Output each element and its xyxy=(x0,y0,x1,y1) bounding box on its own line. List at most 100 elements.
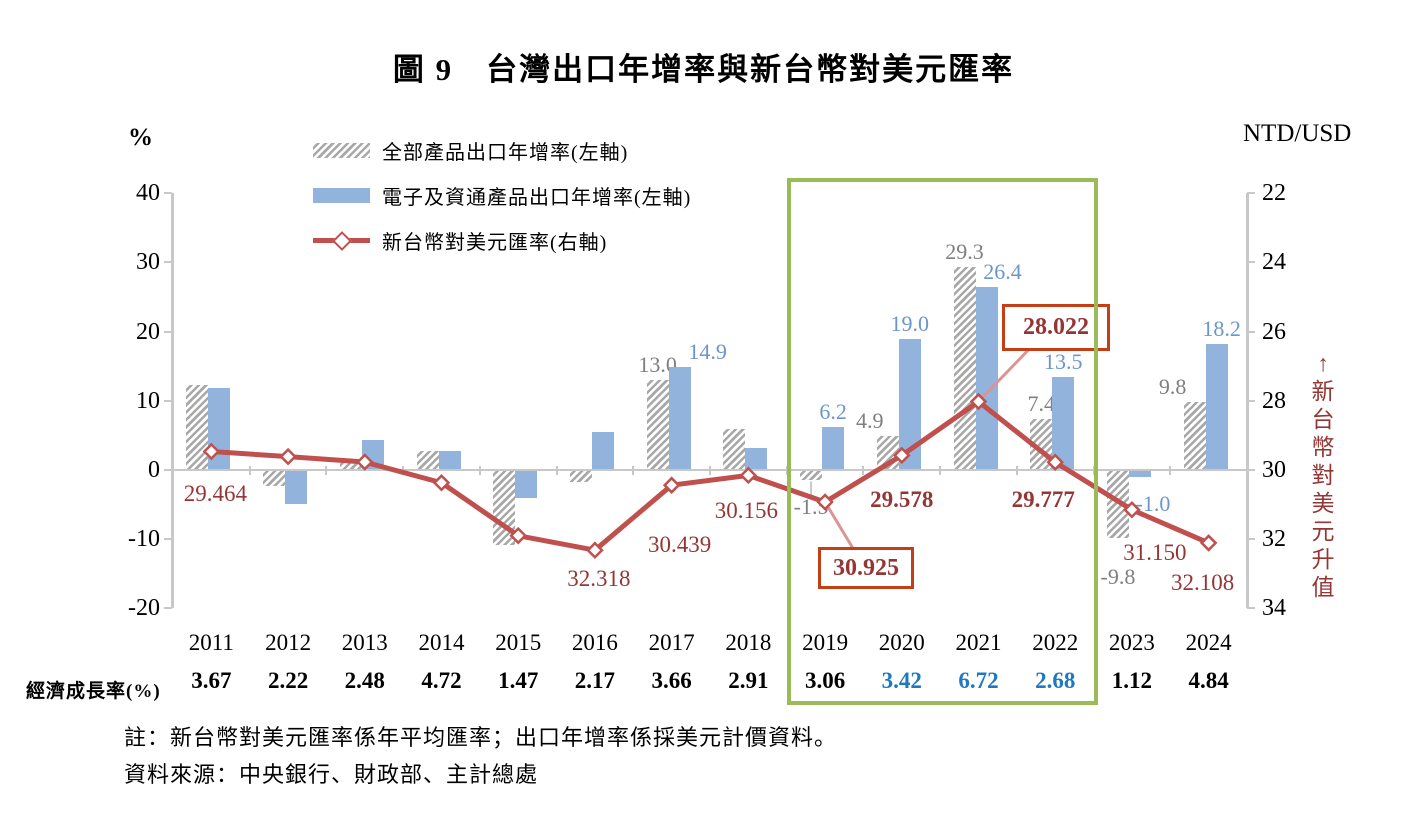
bar-value-label: -9.8 xyxy=(1100,563,1136,589)
bar-value-label: 29.3 xyxy=(945,239,984,265)
exchange-rate-label: 30.156 xyxy=(714,498,778,524)
line-swatch-diamond xyxy=(332,231,352,251)
exchange-rate-label: 30.439 xyxy=(648,532,712,558)
annotation-char: ↑ xyxy=(1317,351,1329,376)
growth-rate-value-2014: 4.72 xyxy=(421,668,462,693)
left-axis-tick-label: -20 xyxy=(128,595,160,622)
x-axis-label-2017: 2017 xyxy=(648,630,695,655)
right-axis-tick xyxy=(1247,607,1255,610)
exchange-rate-marker-2012 xyxy=(279,447,297,466)
growth-rate-value-2023: 1.12 xyxy=(1111,668,1153,693)
right-axis-tick-label: 22 xyxy=(1262,180,1286,207)
legend-item-label: 電子及資通產品出口年增率(左軸) xyxy=(382,187,692,209)
exchange-rate-callout-box: 30.925 xyxy=(818,547,914,589)
left-axis-tick xyxy=(164,538,172,541)
bar-all-products-2017 xyxy=(646,380,669,470)
left-axis-tick-label: 20 xyxy=(136,318,160,345)
exchange-rate-label: 29.578 xyxy=(870,487,934,513)
annotation-char: 美 xyxy=(1311,491,1335,516)
bar-electronics-2023 xyxy=(1128,470,1151,477)
annotation-char: 值 xyxy=(1311,575,1335,600)
growth-row-label: 經濟成長率(%) xyxy=(26,681,161,702)
growth-rate-value-2017: 3.66 xyxy=(651,668,692,693)
growth-rate-value-2013: 2.48 xyxy=(344,668,385,693)
x-axis-label-2012: 2012 xyxy=(265,630,312,655)
bar-electronics-2018 xyxy=(745,447,768,470)
right-axis-tick xyxy=(1247,399,1255,402)
bar-all-products-2011 xyxy=(186,384,209,470)
right-axis-tick xyxy=(1247,469,1255,471)
bar-electronics-2016 xyxy=(591,431,614,470)
right-axis-tick xyxy=(1247,261,1255,264)
annotation-char: 新 xyxy=(1311,379,1335,404)
bar-electronics-2021 xyxy=(975,287,998,470)
bar-all-products-2022 xyxy=(1030,418,1053,470)
source-note: 資料來源：中央銀行、財政部、主計總處 xyxy=(124,762,539,787)
growth-rate-value-2020: 3.42 xyxy=(881,668,922,693)
right-axis-tick xyxy=(1247,538,1255,541)
bar-all-products-2018 xyxy=(723,429,746,470)
bar-electronics-2024 xyxy=(1205,344,1228,470)
bar-electronics-2012 xyxy=(285,470,308,504)
bar-all-products-2021 xyxy=(953,267,976,470)
right-axis-tick xyxy=(1247,192,1255,195)
ntd-appreciation-annotation: ↑ 新台幣對美元升值 xyxy=(1308,350,1338,602)
left-axis-tick xyxy=(164,469,172,471)
exchange-rate-marker-2016 xyxy=(586,541,604,559)
growth-rate-value-2015: 1.47 xyxy=(498,668,539,693)
x-axis-label-2023: 2023 xyxy=(1108,630,1155,655)
bar-all-products-2020 xyxy=(876,436,899,470)
exchange-rate-marker-2017 xyxy=(662,476,681,494)
bar-electronics-2019 xyxy=(822,427,845,470)
annotation-char: 元 xyxy=(1311,519,1335,544)
bar-all-products-2014 xyxy=(416,450,439,470)
legend-item-all-products: 全部產品出口年增率(左軸) xyxy=(313,136,628,165)
bar-electronics-2022 xyxy=(1052,376,1075,470)
right-axis-tick-label: 34 xyxy=(1262,595,1286,622)
left-axis-tick-label: 30 xyxy=(136,249,160,276)
zero-axis-line xyxy=(173,469,1247,471)
left-axis-tick xyxy=(164,261,172,264)
exchange-rate-marker-2024 xyxy=(1199,534,1218,552)
bar-all-products-2012 xyxy=(263,470,286,486)
left-axis-tick-label: 40 xyxy=(136,180,160,207)
exchange-rate-marker-2014 xyxy=(432,473,451,492)
exchange-rate-label: 29.777 xyxy=(1011,487,1075,513)
left-axis-tick xyxy=(164,399,172,402)
x-axis-label-2011: 2011 xyxy=(188,630,234,655)
footnote: 註：新台幣對美元匯率係年平均匯率；出口年增率係採美元計價資料。 xyxy=(124,725,838,750)
right-axis-tick xyxy=(1247,330,1255,333)
x-axis-label-2013: 2013 xyxy=(341,630,388,655)
exchange-rate-callout-box: 28.022 xyxy=(1002,304,1110,351)
x-axis-label-2020: 2020 xyxy=(878,630,925,655)
exchange-rate-label: 31.150 xyxy=(1123,539,1187,565)
growth-rate-value-2018: 2.91 xyxy=(728,668,769,693)
x-axis-label-2016: 2016 xyxy=(571,630,618,655)
right-axis-unit-label: NTD/USD xyxy=(1243,120,1352,147)
left-axis-tick xyxy=(164,192,172,195)
growth-rate-value-2012: 2.22 xyxy=(267,668,309,693)
bar-all-products-2016 xyxy=(569,470,592,482)
bar-all-products-2015 xyxy=(493,470,516,546)
left-axis-tick-label: -10 xyxy=(128,526,160,553)
growth-rate-value-2022: 2.68 xyxy=(1035,668,1076,693)
bar-value-label: 9.8 xyxy=(1158,374,1187,400)
left-axis-tick-label: 10 xyxy=(136,387,160,414)
bar-value-label: 26.4 xyxy=(983,259,1022,285)
bar-value-label: 18.2 xyxy=(1202,316,1241,342)
bar-all-products-2019 xyxy=(800,470,823,481)
bar-value-label: 19.0 xyxy=(890,310,930,336)
left-axis-tick xyxy=(164,607,172,610)
annotation-char: 台 xyxy=(1311,407,1335,432)
bar-value-label: 6.2 xyxy=(819,399,847,425)
bar-value-label: 13.5 xyxy=(1043,348,1083,374)
right-axis-tick-label: 24 xyxy=(1262,249,1286,276)
legend-item-exchange-rate: 新台幣對美元匯率(右軸) xyxy=(313,226,607,255)
bar-electronics-2017 xyxy=(668,366,691,470)
left-axis-unit-label: % xyxy=(128,124,153,151)
x-axis-label-2024: 2024 xyxy=(1185,630,1232,655)
x-axis-label-2021: 2021 xyxy=(955,630,1002,655)
bar-electronics-2013 xyxy=(361,439,384,470)
